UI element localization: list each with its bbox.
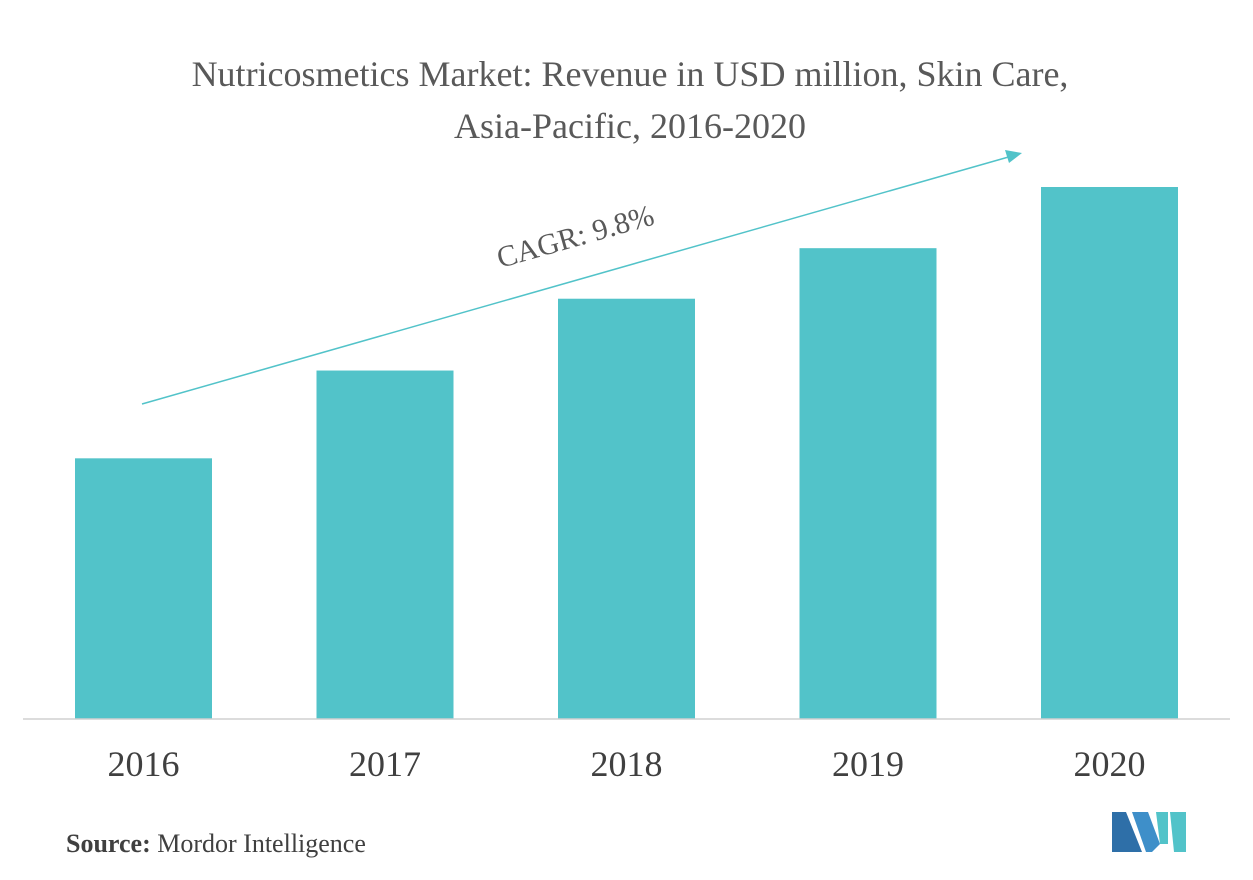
x-tick-label-2016: 2016 xyxy=(108,744,180,784)
chart-title: Nutricosmetics Market: Revenue in USD mi… xyxy=(191,54,1069,146)
source-text: Mordor Intelligence xyxy=(157,829,366,858)
bars-group xyxy=(75,187,1178,719)
source-note: Source: Mordor Intelligence xyxy=(66,829,366,859)
bar-2018 xyxy=(558,298,695,719)
x-tick-label-2017: 2017 xyxy=(349,744,421,784)
x-tick-label-2020: 2020 xyxy=(1074,744,1146,784)
bar-2017 xyxy=(316,370,454,719)
cagr-arrowhead-icon xyxy=(1005,150,1022,163)
bar-2020 xyxy=(1041,187,1178,719)
x-tick-labels: 2016 2017 2018 2019 2020 xyxy=(108,744,1146,784)
source-label: Source: xyxy=(66,829,151,858)
bar-2016 xyxy=(75,458,212,719)
x-tick-label-2019: 2019 xyxy=(832,744,904,784)
x-tick-label-2018: 2018 xyxy=(591,744,663,784)
bar-2019 xyxy=(799,248,937,719)
mordor-intelligence-logo-icon xyxy=(1112,812,1186,852)
cagr-arrow xyxy=(141,155,1013,405)
